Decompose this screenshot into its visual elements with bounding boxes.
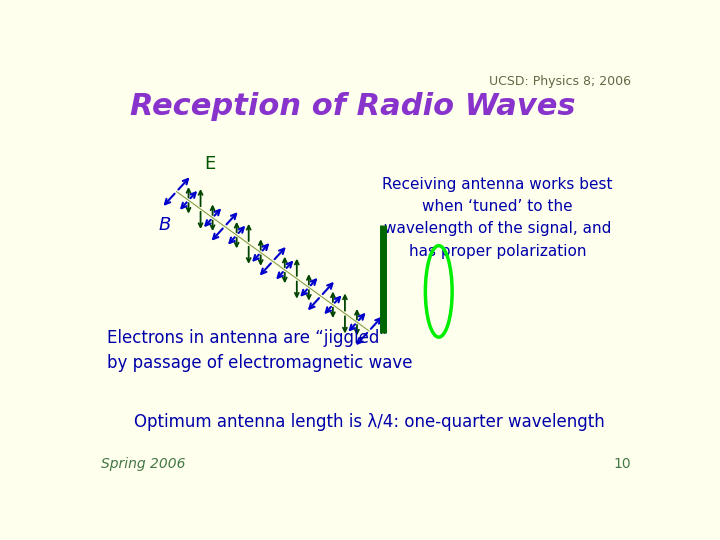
- Text: 10: 10: [613, 457, 631, 471]
- Text: UCSD: Physics 8; 2006: UCSD: Physics 8; 2006: [490, 75, 631, 88]
- Text: Electrons in antenna are “jiggled”
by passage of electromagnetic wave: Electrons in antenna are “jiggled” by pa…: [107, 329, 413, 372]
- Text: B: B: [158, 216, 171, 234]
- Text: E: E: [204, 155, 215, 173]
- Text: Optimum antenna length is λ/4: one-quarter wavelength: Optimum antenna length is λ/4: one-quart…: [134, 414, 604, 431]
- Text: Spring 2006: Spring 2006: [101, 457, 186, 471]
- Text: Reception of Radio Waves: Reception of Radio Waves: [130, 92, 575, 121]
- Text: Receiving antenna works best
when ‘tuned’ to the
wavelength of the signal, and
h: Receiving antenna works best when ‘tuned…: [382, 177, 613, 259]
